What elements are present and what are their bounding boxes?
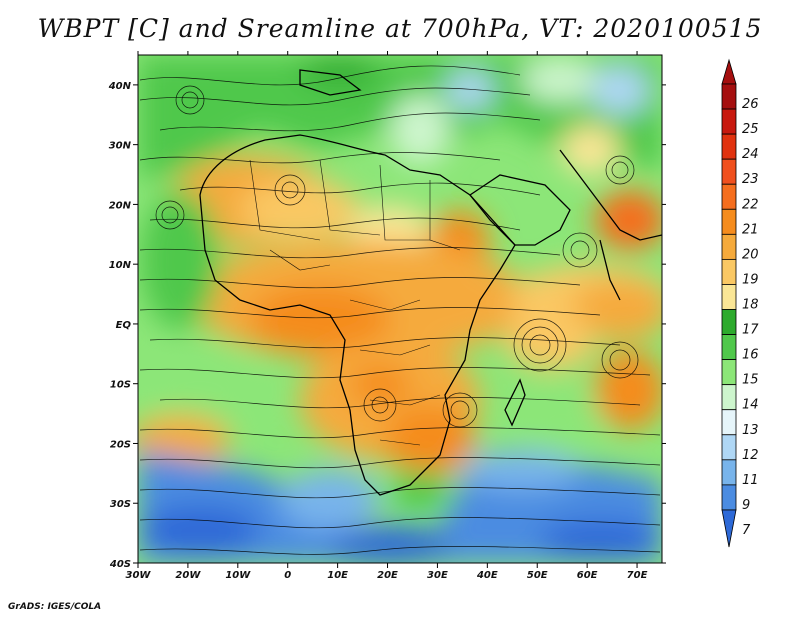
- lon-label: 10W: [225, 570, 251, 581]
- lat-label: 20N: [109, 200, 132, 211]
- lat-label: 40S: [109, 559, 131, 570]
- colorbar-label: 26: [742, 97, 759, 112]
- lat-label: EQ: [116, 320, 132, 331]
- colorbar-label: 24: [742, 147, 759, 162]
- colorbar-top-arrow: [721, 58, 737, 85]
- colorbar-label: 23: [742, 172, 759, 187]
- coastlines: [199, 69, 662, 496]
- lon-label: 60E: [577, 570, 598, 581]
- colorbar-swatch: [721, 284, 737, 310]
- colorbar-label: 17: [742, 323, 759, 338]
- colorbar-label: 18: [742, 298, 759, 313]
- lon-label: 50E: [527, 570, 548, 581]
- colorbar-swatch: [721, 484, 737, 511]
- lon-label: 20W: [175, 570, 201, 581]
- colorbar-swatch: [721, 83, 737, 110]
- colorbar-swatch: [721, 384, 737, 411]
- lat-label: 30S: [110, 499, 131, 510]
- colorbar-swatch: [721, 158, 737, 185]
- colorbar-label: 19: [742, 272, 759, 287]
- colorbar-bottom-arrow: [721, 509, 737, 548]
- wbpt-field: [138, 55, 662, 563]
- colorbar-swatch: [721, 334, 737, 361]
- chart-title: WBPT [C] and Sreamline at 700hPa, VT: 20…: [37, 14, 763, 43]
- colorbar-label: 7: [742, 523, 751, 538]
- colorbar-label: 25: [742, 122, 759, 137]
- colorbar-label: 15: [742, 373, 759, 388]
- colorbar-label: 21: [742, 222, 759, 237]
- colorbar-swatch: [721, 208, 737, 235]
- colorbar-swatch: [721, 434, 737, 461]
- footer-credit: GrADS: IGES/COLA: [8, 602, 102, 612]
- colorbar-swatch: [721, 233, 737, 260]
- colorbar-label: 9: [742, 498, 750, 513]
- lat-label: 20S: [110, 439, 131, 450]
- colorbar-label: 12: [742, 448, 759, 463]
- lon-label: 10E: [327, 570, 348, 581]
- map-frame: [137, 54, 663, 564]
- colorbar-label: 22: [742, 197, 759, 212]
- colorbar-label: 14: [742, 398, 759, 413]
- lat-label: 40N: [108, 81, 132, 92]
- streamlines: [139, 65, 661, 555]
- lon-label: 0: [284, 570, 291, 581]
- colorbar-swatch: [721, 258, 737, 285]
- colorbar-swatch: [721, 133, 737, 160]
- axis-ticks: [133, 51, 666, 568]
- colorbar-swatch: [721, 359, 737, 386]
- latitude-labels: 40N 30N 20N 10N EQ 10S 20S 30S 40S: [108, 81, 132, 570]
- colorbar-swatch: [721, 309, 737, 335]
- lat-label: 10N: [109, 260, 132, 271]
- lon-label: 30E: [427, 570, 448, 581]
- lon-label: 20E: [377, 570, 398, 581]
- colorbar-label: 16: [742, 348, 759, 363]
- colorbar: 26 25 24 23 22 21 20 19 18 17 16 15 14 13 12 11 9 7: [721, 58, 759, 548]
- lon-label: 30W: [126, 570, 152, 581]
- lat-label: 10S: [110, 380, 131, 391]
- colorbar-swatch: [721, 409, 737, 436]
- colorbar-label: 13: [742, 423, 759, 438]
- longitude-labels: 30W 20W 10W 0 10E 20E 30E 40E 50E 60E 70E: [126, 570, 648, 581]
- lon-label: 70E: [627, 570, 648, 581]
- colorbar-swatch: [721, 108, 737, 135]
- colorbar-swatch: [721, 183, 737, 210]
- colorbar-label: 11: [742, 473, 759, 488]
- colorbar-swatch: [721, 459, 737, 486]
- lon-label: 40E: [476, 570, 498, 581]
- colorbar-label: 20: [742, 247, 759, 262]
- country-borders: [249, 159, 461, 446]
- lat-label: 30N: [109, 141, 132, 152]
